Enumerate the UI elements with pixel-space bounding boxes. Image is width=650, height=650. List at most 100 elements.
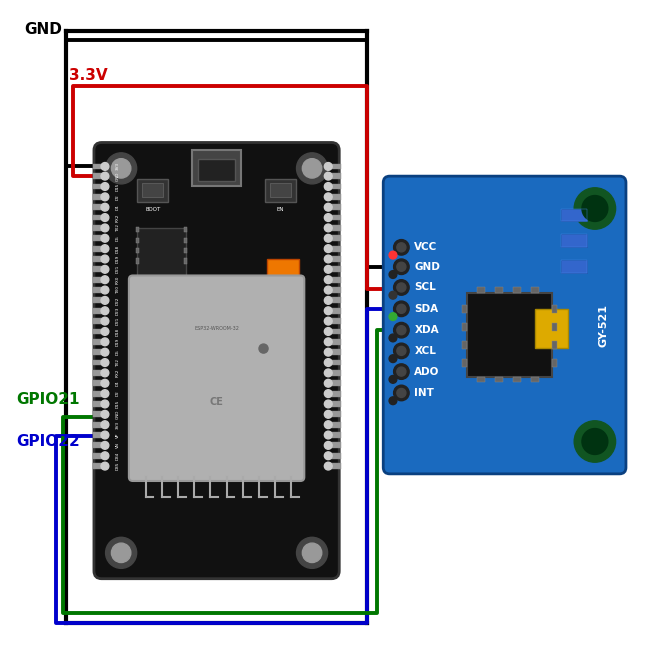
Bar [330,411,341,417]
Bar [270,183,291,198]
Bar [330,370,341,376]
FancyBboxPatch shape [384,176,626,474]
Bar [93,183,103,189]
Bar [561,209,587,222]
Bar [142,183,163,198]
Text: XCL: XCL [414,346,436,356]
Circle shape [574,188,616,229]
Bar [184,238,187,243]
Circle shape [101,441,109,449]
Circle shape [101,172,109,180]
Text: GPIO22: GPIO22 [16,434,80,449]
Circle shape [259,344,268,353]
Bar [93,225,103,231]
Circle shape [397,304,406,313]
Circle shape [394,280,409,295]
Circle shape [101,390,109,398]
Circle shape [324,462,332,470]
Text: VCC: VCC [414,242,437,252]
Bar [93,339,103,345]
Bar [330,443,341,448]
Circle shape [389,313,397,320]
Circle shape [389,251,397,259]
Bar [330,204,341,210]
Bar [210,299,222,305]
Circle shape [389,334,397,342]
Text: D15: D15 [116,400,120,408]
Text: TX2: TX2 [116,224,120,232]
Bar [495,287,503,292]
Bar [561,260,587,273]
Circle shape [101,431,109,439]
Bar [330,194,341,200]
Circle shape [101,317,109,325]
Bar [330,380,341,386]
Bar [514,377,521,382]
Bar [330,287,341,293]
Text: D18: D18 [116,328,120,335]
Circle shape [582,196,608,222]
Bar [532,287,539,292]
Circle shape [324,286,332,294]
Text: RX2: RX2 [116,369,120,377]
Bar [552,323,556,331]
Bar [536,309,567,348]
Circle shape [324,348,332,356]
Circle shape [101,380,109,387]
Text: VP: VP [116,432,120,437]
Circle shape [101,203,109,211]
Bar [330,453,341,459]
Bar [462,341,467,349]
Circle shape [324,296,332,304]
Bar [93,401,103,407]
Bar [198,159,235,181]
Bar [330,391,341,396]
Text: D35: D35 [116,462,120,471]
Text: GY-521: GY-521 [598,304,608,346]
Bar [330,266,341,272]
Circle shape [101,359,109,367]
Bar [93,453,103,459]
Circle shape [302,543,322,562]
Text: GND: GND [116,410,120,419]
Text: GND: GND [24,22,62,37]
Bar [330,359,341,365]
Circle shape [111,543,131,562]
Bar [184,227,187,233]
Text: D19: D19 [116,255,120,263]
Circle shape [394,364,409,380]
Bar [93,298,103,304]
Circle shape [324,400,332,408]
Bar [532,377,539,382]
Circle shape [389,270,397,278]
Circle shape [324,162,332,170]
Circle shape [111,159,131,178]
Bar [330,277,341,283]
Text: TX0: TX0 [116,286,120,294]
Circle shape [101,162,109,170]
Bar [330,463,341,469]
Circle shape [101,348,109,356]
Circle shape [101,328,109,335]
Bar [192,299,203,305]
Bar [330,432,341,438]
Circle shape [324,338,332,346]
Text: ADO: ADO [414,367,439,376]
Circle shape [101,410,109,418]
Bar [330,174,341,179]
Circle shape [394,322,409,338]
Bar [228,299,240,305]
Circle shape [324,276,332,283]
Circle shape [394,385,409,400]
Circle shape [101,400,109,408]
Text: EN: EN [277,207,284,212]
Circle shape [397,243,406,252]
Bar [330,225,341,231]
Bar [330,214,341,220]
Bar [137,228,186,276]
Circle shape [302,159,322,178]
Text: VN: VN [116,443,120,448]
Bar [93,164,103,170]
Circle shape [324,369,332,377]
Text: 3V3: 3V3 [116,162,120,170]
